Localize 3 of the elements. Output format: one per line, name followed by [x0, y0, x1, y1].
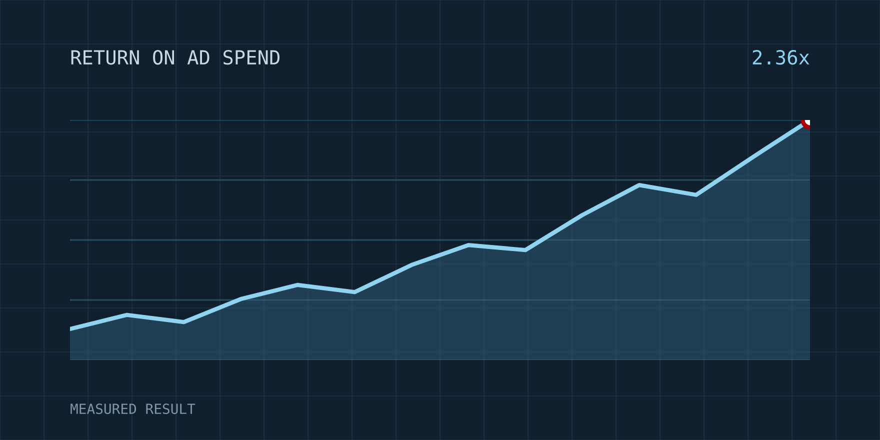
chart-title: RETURN ON AD SPEND — [71, 50, 280, 65]
text: MEASURED RESULT — [70, 404, 196, 414]
text: 2.36x — [752, 50, 810, 65]
